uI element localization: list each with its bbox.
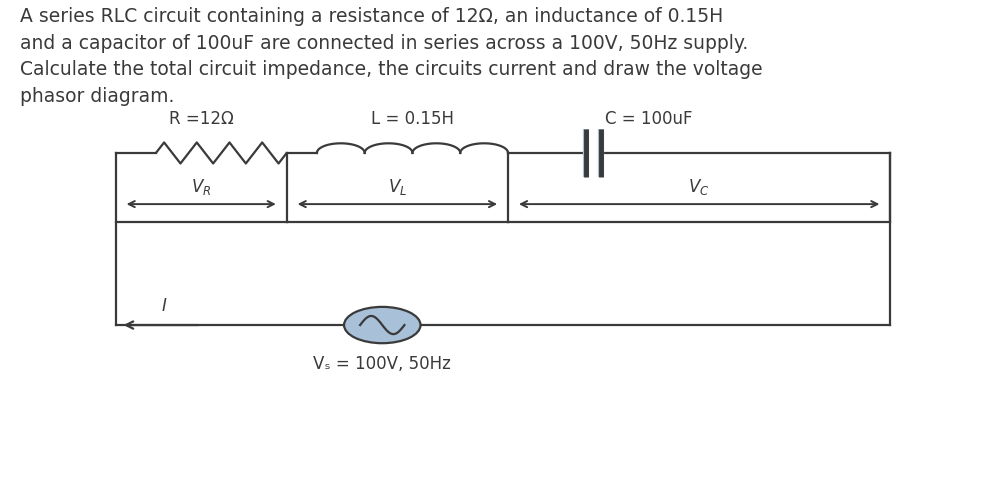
Text: $V_R$: $V_R$ xyxy=(191,177,211,197)
Text: $V_L$: $V_L$ xyxy=(387,177,407,197)
Text: R =12Ω: R =12Ω xyxy=(169,110,233,128)
Text: L = 0.15H: L = 0.15H xyxy=(371,110,454,128)
Text: C = 100uF: C = 100uF xyxy=(606,110,692,128)
Text: Vₛ = 100V, 50Hz: Vₛ = 100V, 50Hz xyxy=(313,355,452,373)
Text: $V_C$: $V_C$ xyxy=(688,177,710,197)
Circle shape xyxy=(344,307,421,343)
Text: I: I xyxy=(162,296,166,315)
Text: A series RLC circuit containing a resistance of 12Ω, an inductance of 0.15H
and : A series RLC circuit containing a resist… xyxy=(20,7,763,106)
